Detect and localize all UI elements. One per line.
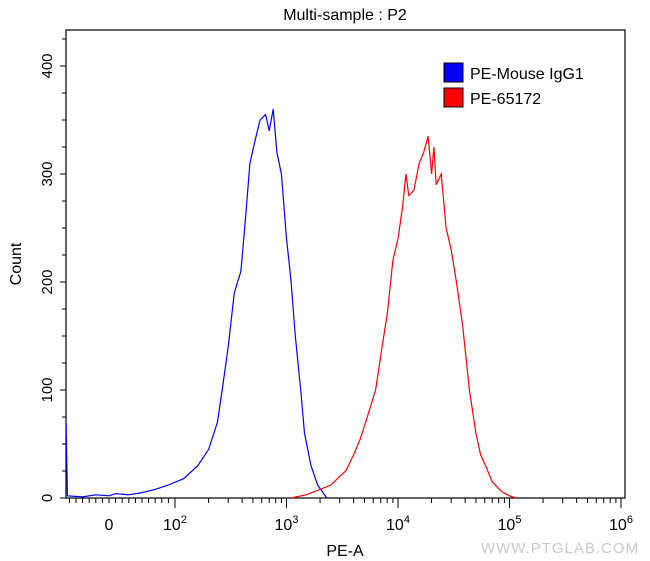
legend: PE-Mouse IgG1 PE-65172 xyxy=(443,62,584,108)
plot-frame xyxy=(65,29,626,499)
x-tick-label: 104 xyxy=(386,514,410,534)
legend-swatch xyxy=(443,62,464,83)
legend-label: PE-Mouse IgG1 xyxy=(470,66,584,83)
chart-title: Multi-sample : P2 xyxy=(283,7,407,24)
legend-swatch xyxy=(443,87,464,108)
series-line-2 xyxy=(290,136,517,499)
x-tick-label: 0 xyxy=(105,517,114,534)
x-tick-label: 106 xyxy=(609,514,633,534)
x-tick-label: 102 xyxy=(163,514,187,534)
x-axis-label: PE-A xyxy=(326,543,364,560)
y-tick-label: 0 xyxy=(39,494,56,502)
watermark: WWW.PTGLAB.COM xyxy=(481,540,639,557)
x-tick-label: 103 xyxy=(275,514,299,534)
series-line-1 xyxy=(65,109,328,499)
y-tick-label: 300 xyxy=(39,161,56,186)
legend-label: PE-65172 xyxy=(470,91,541,108)
x-tick-label: 105 xyxy=(498,514,522,534)
y-tick-label: 200 xyxy=(39,269,56,294)
y-tick-label: 100 xyxy=(39,377,56,402)
y-axis-label: Count xyxy=(8,242,25,285)
y-tick-label: 400 xyxy=(39,53,56,78)
